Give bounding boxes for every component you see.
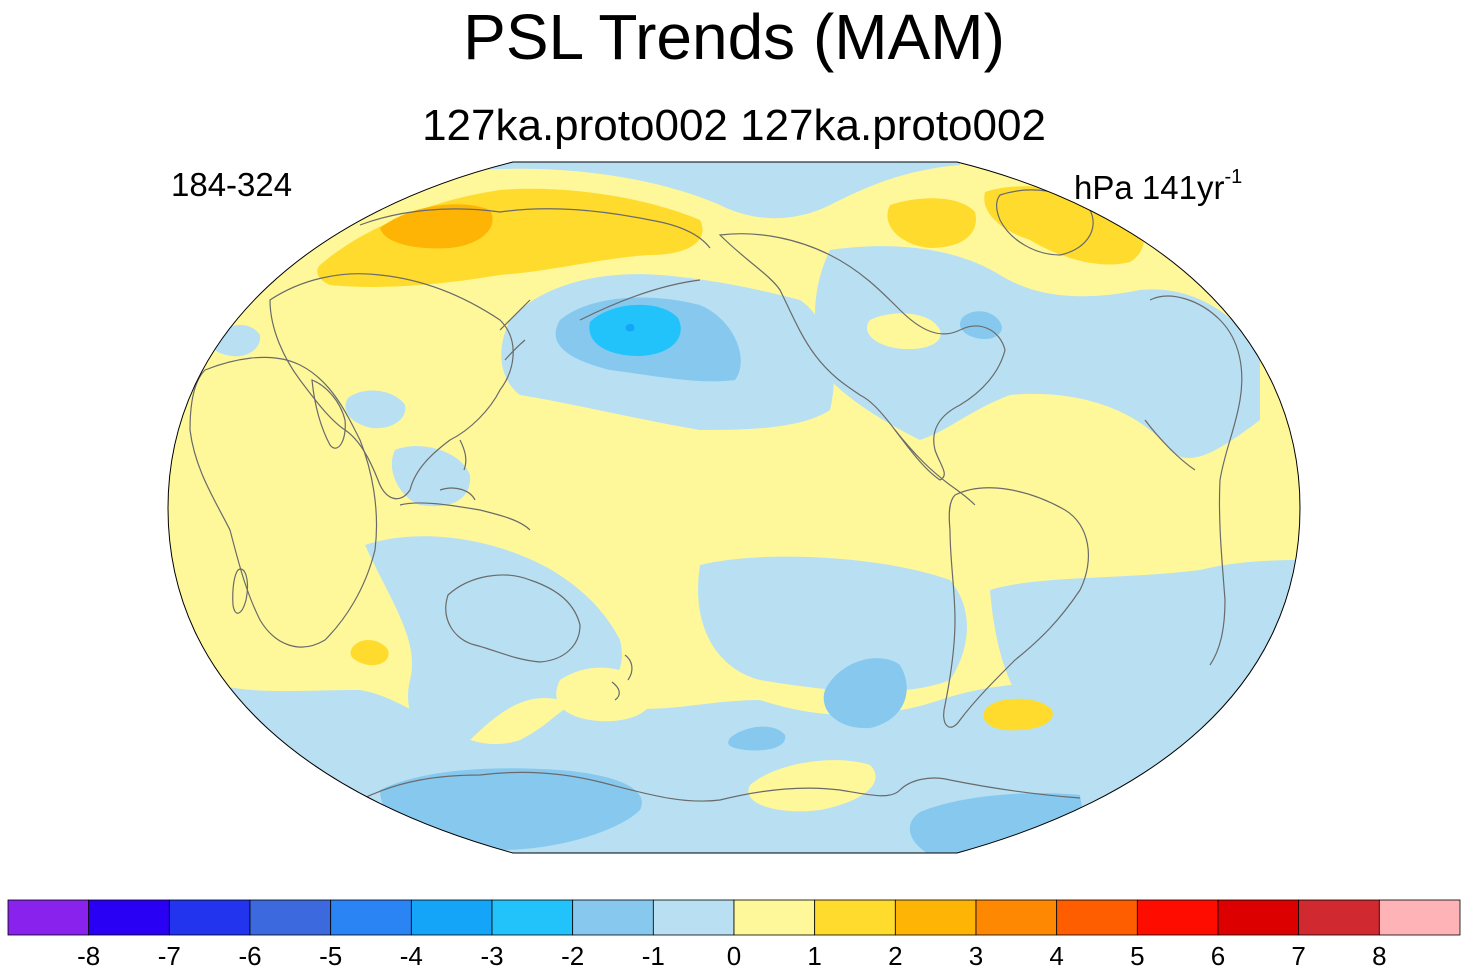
coast-central-america [894, 429, 976, 506]
colorbar-swatch [7, 899, 90, 936]
globe-outline [167, 161, 1301, 854]
colorbar-swatch [733, 899, 816, 936]
coast-south-america [943, 487, 1089, 728]
field-positive-great-lakes [867, 313, 941, 350]
plot-title: PSL Trends (MAM) [463, 1, 1005, 73]
colorbar-labels: -8 -7 -6 -5 -4 -3 -2 -1 0 1 2 3 4 5 6 7 8 [77, 941, 1386, 971]
coast-philippines [459, 439, 467, 471]
colorbar-tick-label: -7 [158, 941, 181, 971]
field-negative-north-pacific-center [625, 323, 635, 332]
field-negative-arctic-band [480, 162, 960, 219]
colorbar-swatch [894, 899, 977, 936]
colorbar [7, 899, 1461, 936]
colorbar-tick-label: -3 [480, 941, 503, 971]
colorbar-swatch [1378, 899, 1461, 936]
colorbar-swatch [975, 899, 1058, 936]
field-negative-north-america [815, 246, 1260, 459]
field-negative-southeast-asia [391, 446, 471, 507]
field-negative-east-coast [960, 311, 1002, 340]
coast-aleutians [579, 279, 701, 321]
field-positive-greenland [887, 198, 976, 248]
colorbar-swatch [330, 899, 412, 936]
colorbar-swatch [652, 899, 735, 936]
colorbar-tick-label: -5 [319, 941, 342, 971]
field-positive-siberia-core [380, 204, 493, 249]
colorbar-swatch [1136, 899, 1219, 936]
colorbar-tick-label: 8 [1372, 941, 1386, 971]
colorbar-tick-label: -1 [642, 941, 665, 971]
coast-siberia [359, 208, 711, 249]
time-range-label: 184-324 [171, 166, 293, 203]
colorbar-swatch [410, 899, 493, 936]
coastlines [189, 189, 1243, 802]
colorbar-tick-label: -8 [77, 941, 100, 971]
coast-india [311, 379, 346, 449]
units-exponent: -1 [1224, 166, 1243, 188]
coast-indonesia [399, 487, 531, 531]
units-label: hPa 141yr-1 [1074, 157, 1242, 208]
field-positive-south-atlantic [983, 698, 1053, 731]
coast-new-zealand [611, 654, 633, 701]
coast-japan [499, 299, 531, 361]
field-positive-tasman [556, 667, 652, 722]
field-negative-north-pacific-core [589, 304, 681, 356]
coast-africa [189, 356, 378, 648]
colorbar-tick-label: 2 [888, 941, 902, 971]
units-base: hPa 141yr [1074, 169, 1225, 206]
colorbar-swatch [814, 899, 896, 936]
colorbar-tick-label: -2 [561, 941, 584, 971]
colorbar-tick-label: -6 [238, 941, 261, 971]
colorbar-tick-label: 3 [969, 941, 983, 971]
plot-subtitle: 127ka.proto002 127ka.proto002 [422, 101, 1046, 150]
field-positive-south-pacific [748, 760, 876, 812]
colorbar-tick-label: -4 [400, 941, 423, 971]
colorbar-tick-label: 0 [727, 941, 741, 971]
colorbar-tick-label: 6 [1211, 941, 1225, 971]
colorbar-swatch [1298, 899, 1380, 936]
colorbar-tick-label: 7 [1291, 941, 1305, 971]
colorbar-tick-label: 5 [1130, 941, 1144, 971]
coast-madagascar [232, 568, 249, 614]
field-negative-india-ocean-north [345, 390, 406, 429]
map-field [168, 162, 1300, 853]
field-negative-south-pacific [698, 556, 967, 692]
coast-west-africa-right [1144, 295, 1243, 666]
colorbar-swatch [491, 899, 574, 936]
colorbar-swatch [249, 899, 332, 936]
coast-antarctica-west [359, 771, 721, 802]
colorbar-swatch [572, 899, 654, 936]
colorbar-swatch [88, 899, 170, 936]
colorbar-tick-label: 1 [807, 941, 821, 971]
coast-australia [445, 574, 581, 663]
field-positive-indian-ocean [350, 639, 389, 666]
colorbar-swatch [168, 899, 251, 936]
field-negative-ross-sea [728, 726, 786, 751]
colorbar-tick-label: 4 [1049, 941, 1063, 971]
colorbar-swatch [1217, 899, 1300, 936]
field-negative-antarctic-west [380, 768, 642, 850]
colorbar-swatch [1056, 899, 1138, 936]
coast-eurasia [269, 273, 514, 500]
coast-north-america [718, 233, 1006, 481]
coast-antarctica-east [719, 777, 1081, 801]
field-negative-south-pacific-core [823, 658, 907, 729]
